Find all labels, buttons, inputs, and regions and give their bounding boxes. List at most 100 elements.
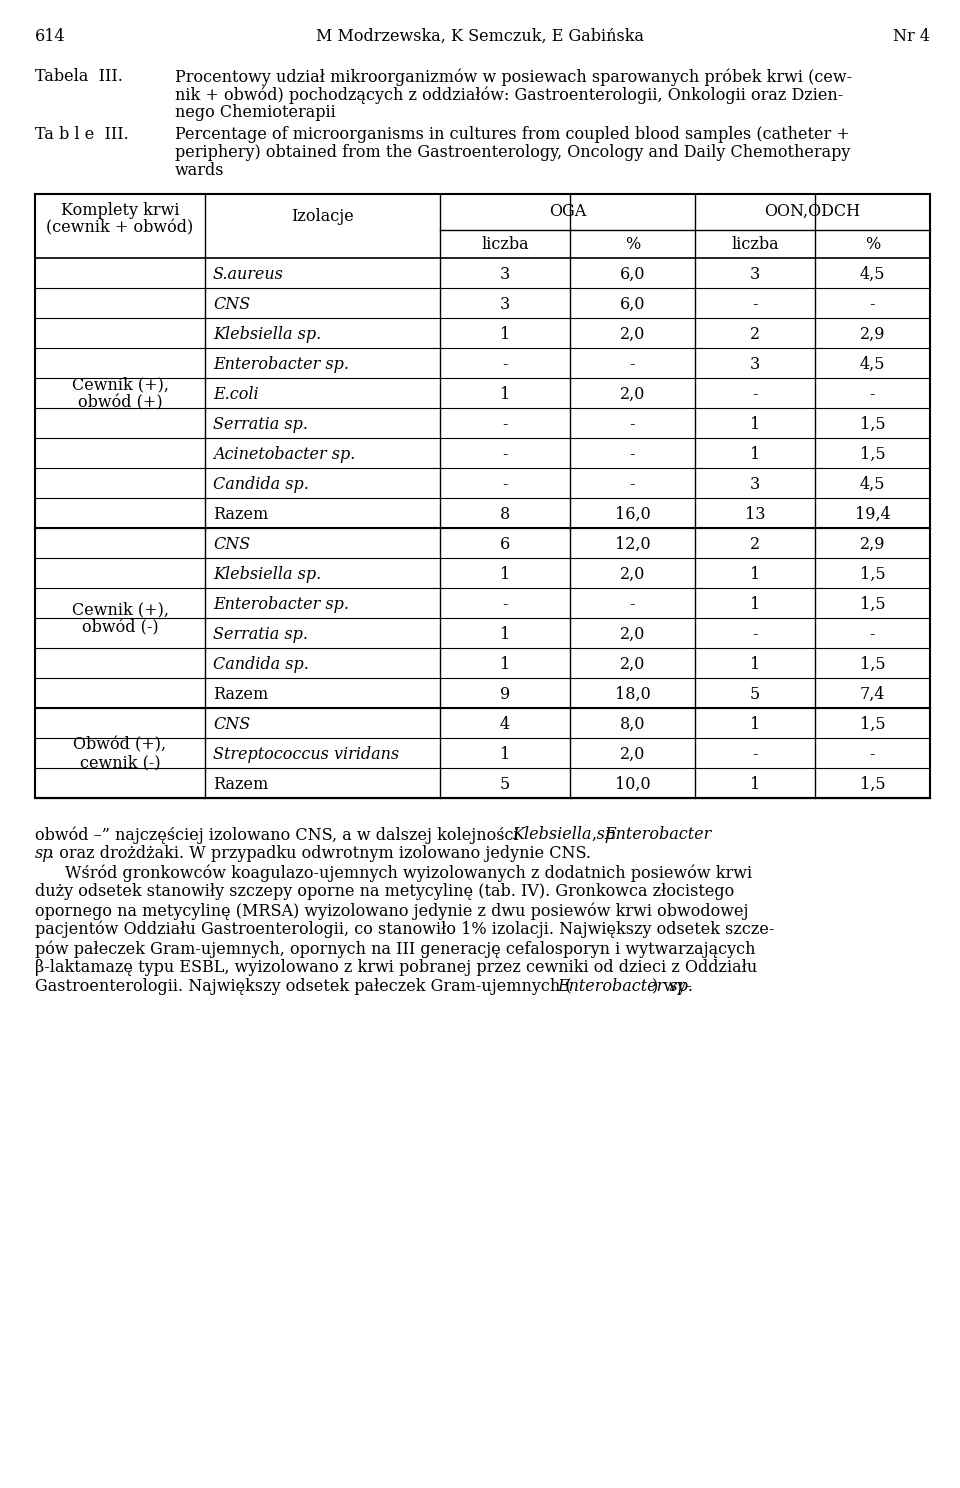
Text: Enterobacter sp.: Enterobacter sp. [213,597,349,613]
Text: liczba: liczba [481,237,529,253]
Text: obwód (-): obwód (-) [82,619,158,637]
Text: Enterobacter: Enterobacter [604,826,711,844]
Text: Procentowy udział mikroorganizmów w posiewach sparowanych próbek krwi (cew-: Procentowy udział mikroorganizmów w posi… [175,68,852,85]
Text: 1: 1 [500,565,510,583]
Text: 18,0: 18,0 [614,686,650,702]
Text: 10,0: 10,0 [614,777,650,793]
Text: 5: 5 [500,777,510,793]
Text: Enterobacter sp.: Enterobacter sp. [213,356,349,373]
Text: 1: 1 [750,656,760,673]
Text: Ta b l e  III.: Ta b l e III. [35,126,129,143]
Text: Komplety krwi: Komplety krwi [60,202,180,219]
Text: β-laktamazę typu ESBL, wyizolowano z krwi pobranej przez cewniki od dzieci z Odd: β-laktamazę typu ESBL, wyizolowano z krw… [35,958,757,976]
Text: CNS: CNS [213,536,251,554]
Text: -: - [630,476,636,493]
Text: %: % [625,237,640,253]
Text: -: - [502,417,508,433]
Text: -: - [870,626,876,643]
Text: sp: sp [35,845,54,862]
Text: Razem: Razem [213,777,268,793]
Text: -: - [870,745,876,763]
Text: 1: 1 [500,626,510,643]
Text: Wśród gronkowców koagulazo-ujemnych wyizolowanych z dodatnich posiewów krwi: Wśród gronkowców koagulazo-ujemnych wyiz… [65,865,752,881]
Text: S.aureus: S.aureus [213,266,284,283]
Text: 1: 1 [500,656,510,673]
Text: duży odsetek stanowiły szczepy oporne na metycylinę (tab. IV). Gronkowca złocist: duży odsetek stanowiły szczepy oporne na… [35,882,734,900]
Text: 1,5: 1,5 [860,565,885,583]
Text: 6: 6 [500,536,510,554]
Text: 1: 1 [750,716,760,734]
Text: -: - [630,597,636,613]
Text: nego Chemioterapii: nego Chemioterapii [175,104,336,121]
Text: Klebsiella sp.: Klebsiella sp. [213,565,322,583]
Text: 1,5: 1,5 [860,597,885,613]
Text: -: - [502,597,508,613]
Text: pów pałeczek Gram-ujemnych, opornych na III generację cefalosporyn i wytwarzając: pów pałeczek Gram-ujemnych, opornych na … [35,940,756,957]
Text: 2: 2 [750,326,760,344]
Text: 12,0: 12,0 [614,536,650,554]
Text: 2,9: 2,9 [860,536,885,554]
Text: obwód –” najczęściej izolowano CNS, a w dalszej kolejności: obwód –” najczęściej izolowano CNS, a w … [35,826,524,844]
Text: %: % [865,237,880,253]
Text: 7,4: 7,4 [860,686,885,702]
Text: 1: 1 [500,326,510,344]
Text: 13: 13 [745,506,765,522]
Text: 1: 1 [750,417,760,433]
Text: 19,4: 19,4 [854,506,890,522]
Text: -: - [630,356,636,373]
Text: M Modrzewska, K Semczuk, E Gabińska: M Modrzewska, K Semczuk, E Gabińska [316,28,644,45]
Text: 2,0: 2,0 [620,385,645,403]
Text: 16,0: 16,0 [614,506,650,522]
Text: ,: , [592,826,602,844]
Text: cewnik (-): cewnik (-) [80,754,160,771]
Text: 3: 3 [750,476,760,493]
Text: -: - [753,745,757,763]
Text: 8: 8 [500,506,510,522]
Text: Gastroenterologii. Największy odsetek pałeczek Gram-ujemnych (: Gastroenterologii. Największy odsetek pa… [35,978,571,995]
Text: 1: 1 [500,385,510,403]
Text: 4,5: 4,5 [860,266,885,283]
Text: Nr 4: Nr 4 [893,28,930,45]
Text: 2,0: 2,0 [620,626,645,643]
Text: Percentage of microorganisms in cultures from coupled blood samples (catheter +: Percentage of microorganisms in cultures… [175,126,850,143]
Text: 9: 9 [500,686,510,702]
Text: pacjentów Oddziału Gastroenterologii, co stanowiło 1% izolacji. Największy odset: pacjentów Oddziału Gastroenterologii, co… [35,921,775,939]
Text: 1: 1 [500,745,510,763]
Text: 2: 2 [750,536,760,554]
Text: Obwód (+),: Obwód (+), [73,737,167,753]
Text: 1,5: 1,5 [860,417,885,433]
Text: 1: 1 [750,597,760,613]
Text: periphery) obtained from the Gastroenterology, Oncology and Daily Chemotherapy: periphery) obtained from the Gastroenter… [175,144,851,161]
Text: 2,0: 2,0 [620,745,645,763]
Text: 8,0: 8,0 [620,716,645,734]
Text: -: - [630,417,636,433]
Text: obwód (+): obwód (+) [78,394,162,412]
Text: Klebsiella sp.: Klebsiella sp. [512,826,620,844]
Text: Cewnik (+),: Cewnik (+), [71,601,169,619]
Text: 2,0: 2,0 [620,326,645,344]
Text: opornego na metycylinę (MRSA) wyizolowano jedynie z dwu posiewów krwi obwodowej: opornego na metycylinę (MRSA) wyizolowan… [35,902,749,920]
Text: Tabela  III.: Tabela III. [35,68,123,85]
Text: nik + obwód) pochodzących z oddziałów: Gastroenterologii, Onkologii oraz Dzien-: nik + obwód) pochodzących z oddziałów: G… [175,86,843,104]
Text: Candida sp.: Candida sp. [213,476,309,493]
Text: -: - [753,385,757,403]
Text: 6,0: 6,0 [620,266,645,283]
Text: 614: 614 [35,28,65,45]
Text: Klebsiella sp.: Klebsiella sp. [213,326,322,344]
Text: Enterobacter sp.: Enterobacter sp. [557,978,693,995]
Text: (cewnik + obwód): (cewnik + obwód) [46,219,194,237]
Text: Serratia sp.: Serratia sp. [213,417,308,433]
Text: CNS: CNS [213,296,251,312]
Text: CNS: CNS [213,716,251,734]
Text: -: - [630,446,636,463]
Text: 1: 1 [750,446,760,463]
Text: 4,5: 4,5 [860,476,885,493]
Text: Candida sp.: Candida sp. [213,656,309,673]
Text: liczba: liczba [732,237,779,253]
Text: -: - [870,385,876,403]
Text: -: - [753,296,757,312]
Text: Streptococcus viridans: Streptococcus viridans [213,745,399,763]
Text: 1,5: 1,5 [860,446,885,463]
Text: 3: 3 [750,356,760,373]
Text: 2,0: 2,0 [620,565,645,583]
